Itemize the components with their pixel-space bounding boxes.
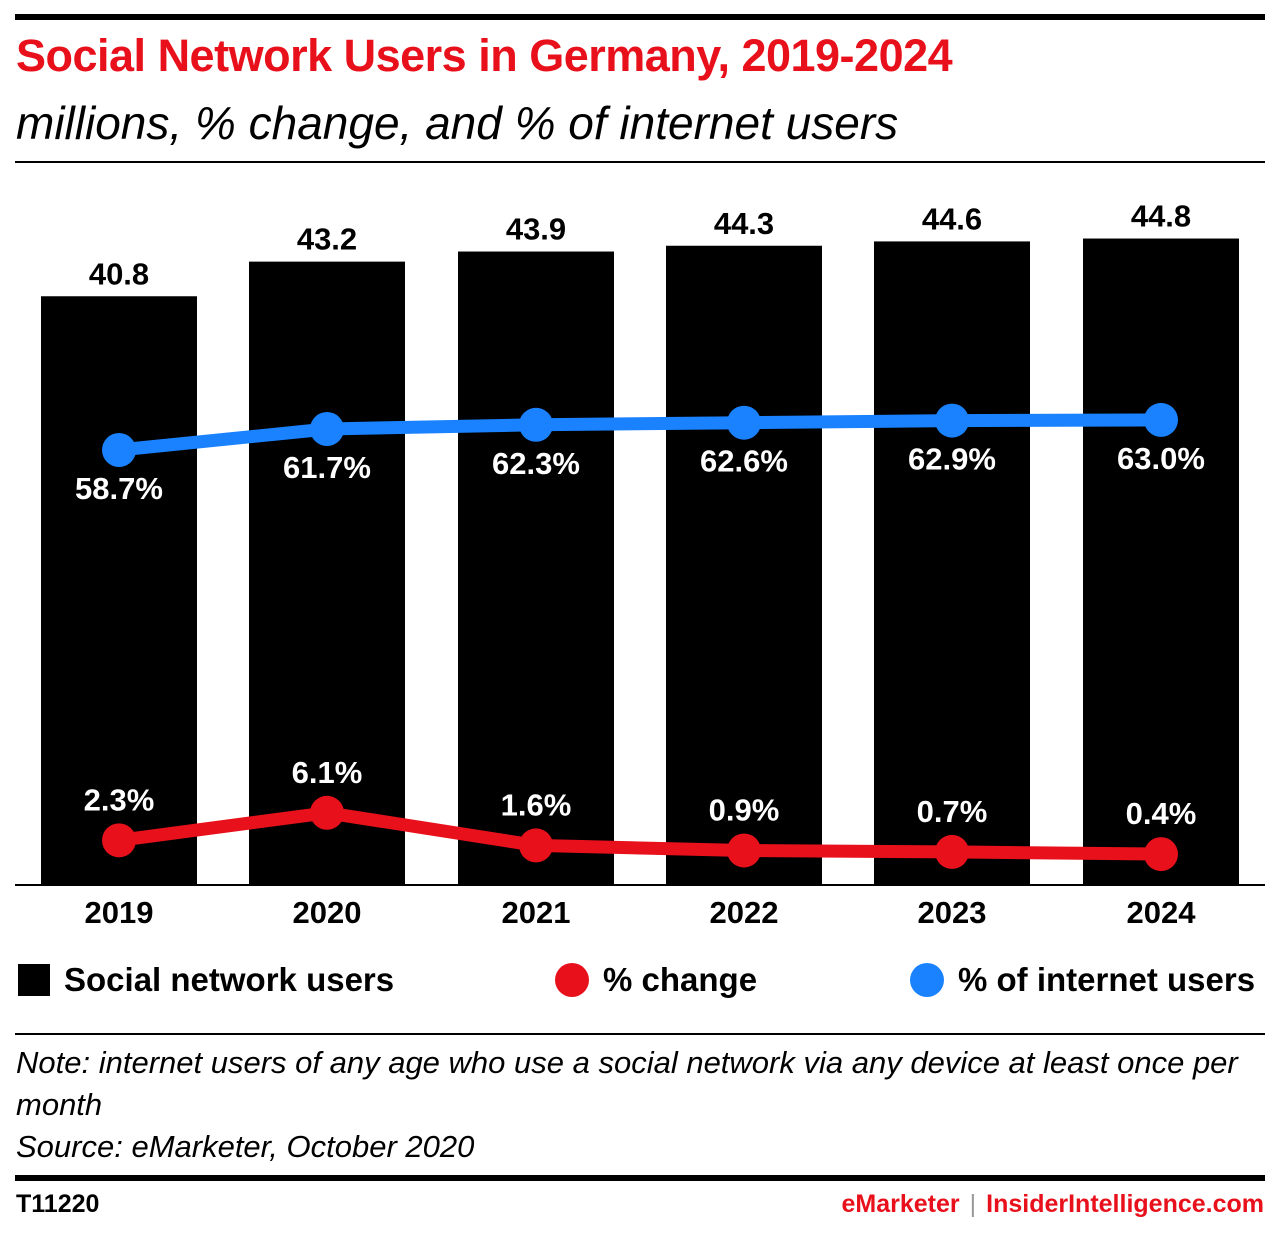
percent-change-label: 0.7% xyxy=(917,794,988,829)
percent-change-label: 2.3% xyxy=(84,782,155,817)
bar xyxy=(458,251,614,885)
internet-users-point xyxy=(935,403,969,438)
legend-percent-internet-users: % of internet users xyxy=(910,961,1255,999)
percent-change-point xyxy=(102,823,136,858)
legend-percent-change: % change xyxy=(555,961,757,999)
bar-value-label: 43.2 xyxy=(297,222,357,257)
internet-users-point xyxy=(727,405,761,440)
bar xyxy=(666,245,822,886)
percent-change-point xyxy=(310,795,344,830)
internet-users-point xyxy=(1144,402,1178,437)
internet-users-label: 63.0% xyxy=(1117,441,1205,476)
internet-users-label: 62.3% xyxy=(492,446,580,481)
x-tick-label: 2023 xyxy=(918,895,987,930)
bar xyxy=(1083,238,1239,885)
percent-change-point xyxy=(519,828,553,863)
header-divider xyxy=(15,161,1265,163)
legend-label: % of internet users xyxy=(958,961,1256,998)
bar-value-label: 44.6 xyxy=(922,201,982,236)
bar xyxy=(41,296,197,885)
internet-users-point xyxy=(519,407,553,442)
brand-emarketer: eMarketer xyxy=(841,1190,960,1218)
x-tick-label: 2021 xyxy=(502,895,571,930)
bar xyxy=(874,241,1030,885)
internet-users-line xyxy=(118,413,1162,457)
internet-users-label: 61.7% xyxy=(283,450,371,485)
bar-value-label: 43.9 xyxy=(506,212,566,247)
percent-change-label: 6.1% xyxy=(292,755,363,790)
percent-change-point xyxy=(727,833,761,868)
brand-separator: | xyxy=(969,1190,977,1218)
legend-label: Social network users xyxy=(64,961,395,998)
chart-notes: Note: internet users of any age who use … xyxy=(16,1042,1266,1168)
bottom-rule xyxy=(15,1175,1265,1181)
percent-change-label: 0.4% xyxy=(1126,796,1197,831)
legend-swatch-bar xyxy=(18,964,50,996)
bar xyxy=(249,261,405,885)
internet-users-point xyxy=(310,412,344,446)
percent-change-line xyxy=(118,806,1162,861)
bar-value-label: 40.8 xyxy=(89,256,149,291)
source-text: Source: eMarketer, October 2020 xyxy=(16,1129,475,1164)
footer-divider xyxy=(15,1033,1265,1035)
internet-users-label: 58.7% xyxy=(75,471,163,506)
internet-users-label: 62.6% xyxy=(700,444,788,479)
x-tick-label: 2019 xyxy=(85,895,154,930)
note-text: Note: internet users of any age who use … xyxy=(16,1045,1238,1122)
internet-users-label: 62.9% xyxy=(908,442,996,477)
legend-social-network-users: Social network users xyxy=(18,961,394,999)
legend-label: % change xyxy=(603,961,758,998)
brand-insider-intelligence-link[interactable]: InsiderIntelligence.com xyxy=(986,1190,1264,1218)
percent-change-label: 1.6% xyxy=(501,787,572,822)
brand-footer: eMarketer | InsiderIntelligence.com xyxy=(842,1190,1265,1219)
chart-area: 40.8 43.2 43.9 44.3 44.6 44.8 2019 2020 2021 2022… xyxy=(15,199,1265,930)
legend-swatch-blue-dot xyxy=(910,963,944,997)
internet-users-point xyxy=(102,433,136,467)
chart-subtitle: millions, % change, and % of internet us… xyxy=(16,97,899,149)
percent-change-point xyxy=(1144,837,1178,872)
top-rule xyxy=(15,14,1265,20)
chart-code: T11220 xyxy=(16,1190,100,1218)
x-tick-label: 2022 xyxy=(710,895,779,930)
percent-change-label: 0.9% xyxy=(709,792,780,827)
chart-title: Social Network Users in Germany, 2019-20… xyxy=(16,30,953,81)
x-tick-label: 2024 xyxy=(1127,895,1197,930)
bar-value-label: 44.3 xyxy=(714,206,774,241)
bar-value-label: 44.8 xyxy=(1131,199,1191,234)
percent-change-point xyxy=(935,834,969,869)
x-tick-label: 2020 xyxy=(293,895,362,930)
legend-swatch-red-dot xyxy=(555,963,589,997)
